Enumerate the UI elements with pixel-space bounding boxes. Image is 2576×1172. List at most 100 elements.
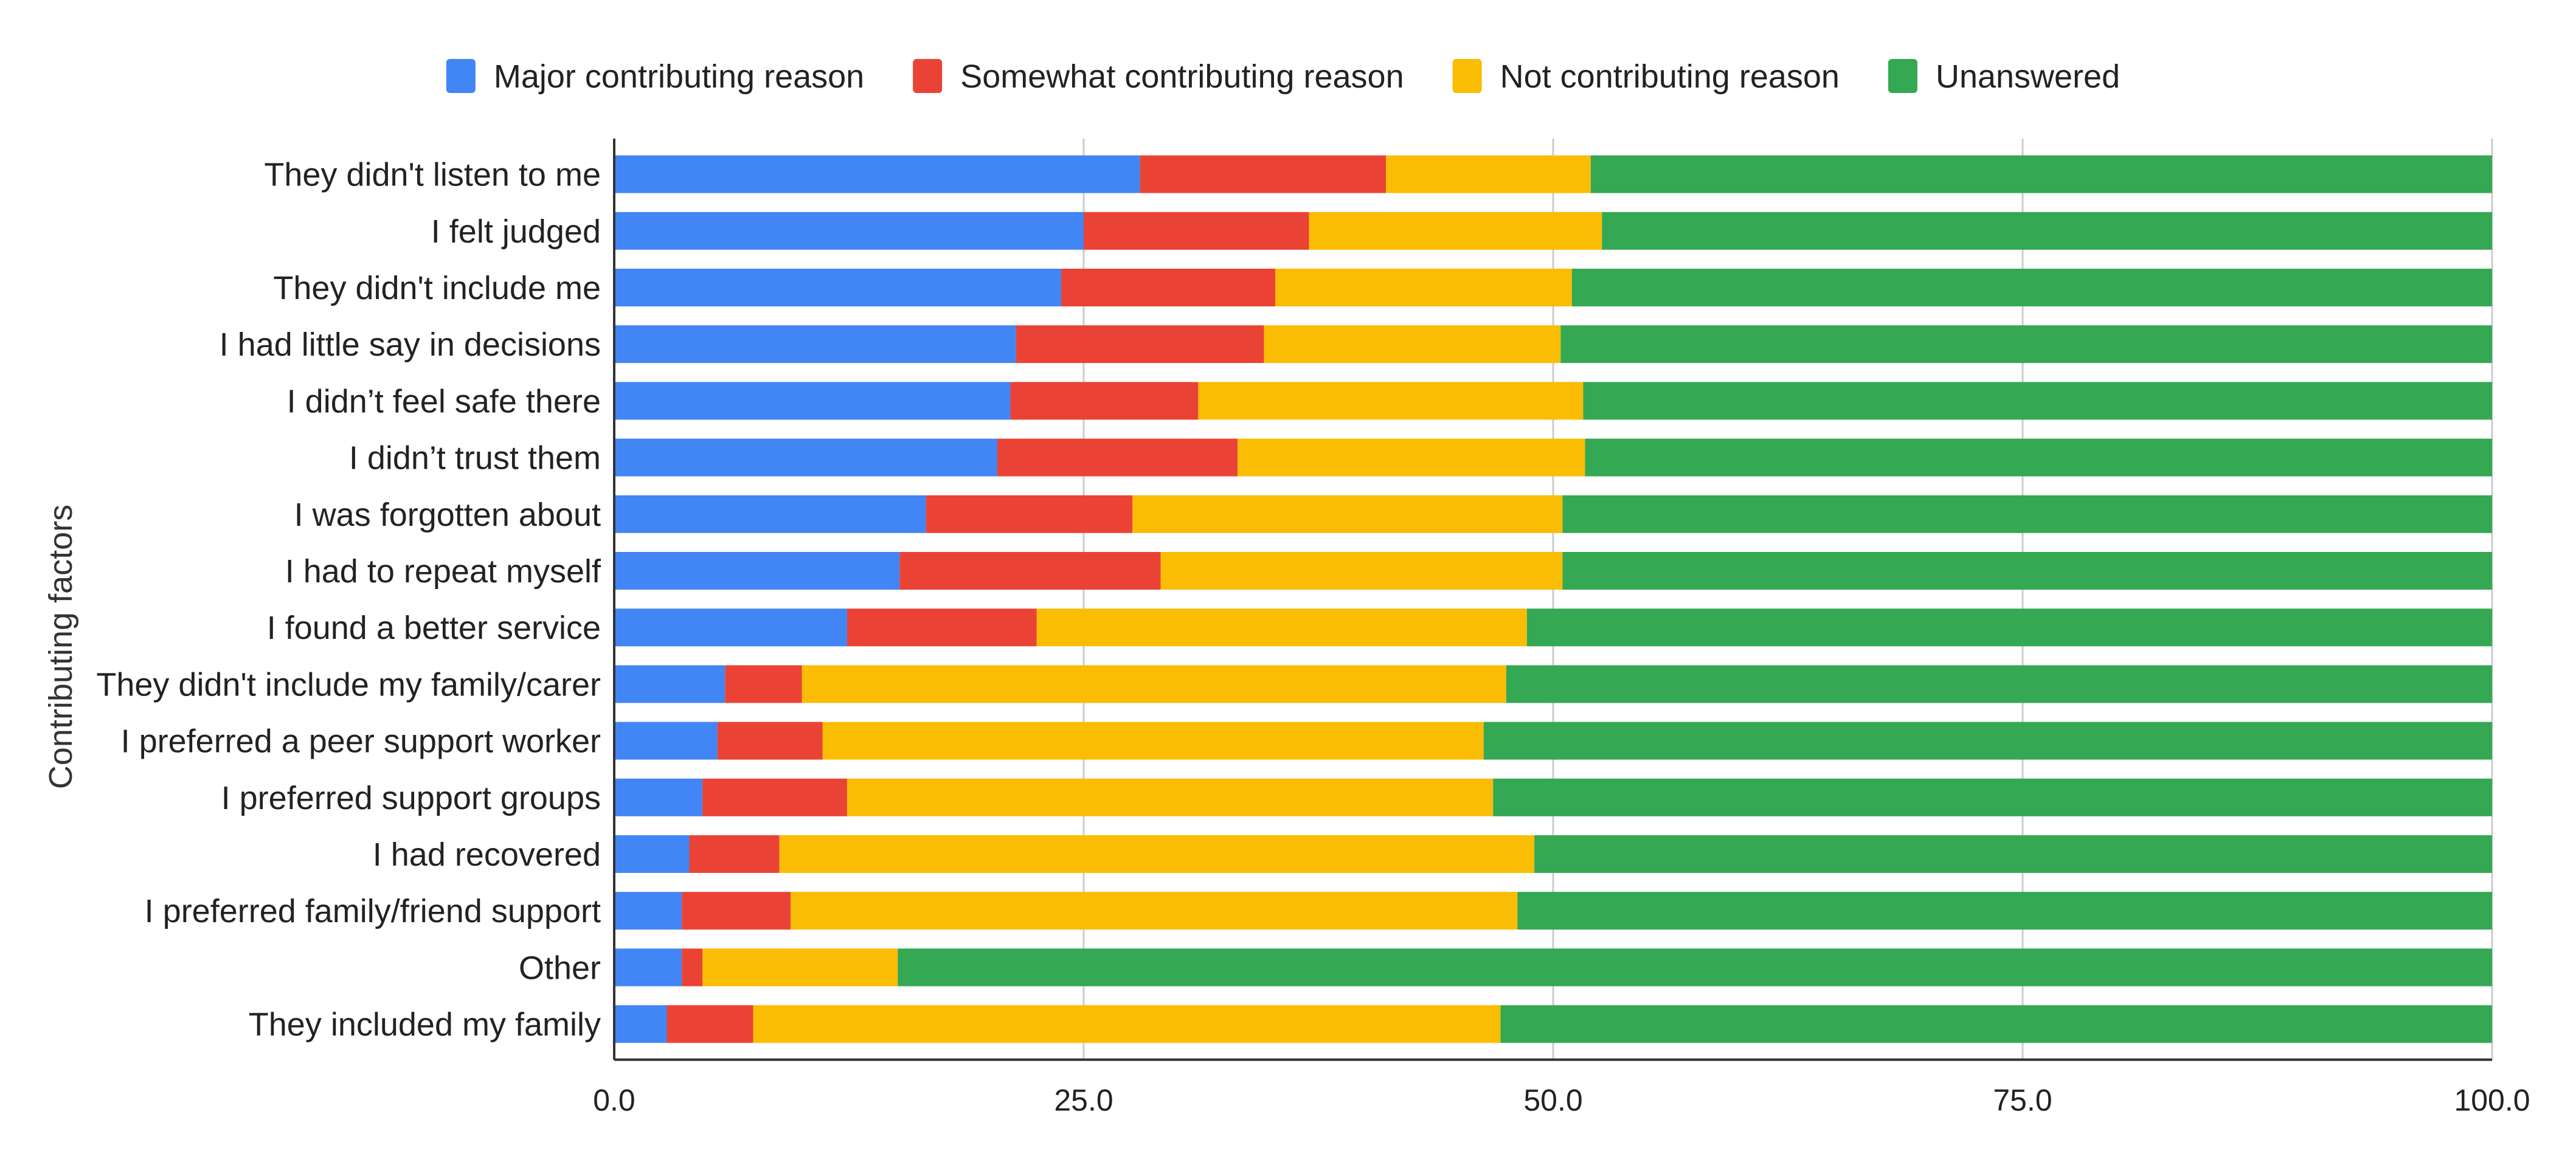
bar-segment [702, 948, 898, 987]
bar-segment [682, 892, 791, 930]
bar-segment [1061, 269, 1275, 306]
category-label: Other [519, 950, 601, 986]
bar-segment [614, 382, 1011, 420]
category-label: I found a better service [267, 610, 601, 646]
bar-segment [1198, 382, 1584, 420]
bar-segment [614, 948, 682, 987]
legend: Major contributing reason Somewhat contri… [446, 58, 2120, 95]
bar-segment [847, 778, 1494, 816]
bar-segment [614, 1005, 667, 1043]
bar-segment [1264, 325, 1561, 364]
category-label: I preferred a peer support worker [121, 723, 601, 760]
bar-segment [1571, 269, 2492, 306]
bar-segment [1560, 325, 2492, 364]
axes [613, 139, 2492, 1061]
bar-segment [1506, 665, 2492, 703]
category-label: I felt judged [431, 213, 601, 250]
bar-segment [667, 1005, 753, 1043]
legend-label: Unanswered [1936, 58, 2120, 95]
bar-segment [614, 325, 1016, 364]
category-label: I was forgotten about [294, 497, 601, 533]
bar-segment [1275, 269, 1572, 306]
bar-segment [725, 665, 802, 703]
bar-segment [1386, 155, 1591, 193]
bar-segment [822, 722, 1484, 760]
category-label: I had recovered [373, 836, 601, 873]
bar-segment [899, 552, 1161, 590]
bar-segment [614, 608, 847, 647]
bar-segment [791, 892, 1518, 930]
bar-segment [1517, 892, 2492, 930]
bar-segment [1140, 155, 1387, 193]
legend-swatch [446, 59, 476, 93]
bar-segment [1084, 212, 1309, 250]
tick-labels: 0.0 25.0 50.0 75.0 100.0 [593, 1083, 2530, 1117]
bar-segment [614, 552, 900, 590]
bar-segment [614, 495, 926, 533]
bar-segment [1500, 1005, 2492, 1043]
legend-swatch [1452, 59, 1482, 93]
category-label: They included my family [249, 1007, 601, 1043]
bar-segment [1590, 155, 2492, 193]
x-tick-label: 100.0 [2454, 1083, 2530, 1117]
category-label: I had little say in decisions [220, 326, 601, 363]
legend-swatch [913, 59, 943, 93]
bar-segment [614, 212, 1084, 250]
bar-segment [614, 722, 718, 760]
bar-segment [997, 438, 1238, 477]
bar-segment [1132, 495, 1563, 533]
bar-segment [614, 438, 997, 477]
bar-segment [1309, 212, 1602, 250]
bar-segment [1160, 552, 1563, 590]
bar-segment [1526, 608, 2492, 647]
bar-segment [614, 155, 1140, 193]
legend-label: Somewhat contributing reason [960, 58, 1404, 95]
category-label: They didn't listen to me [264, 157, 601, 193]
bar-segment [689, 835, 780, 873]
bar-segment [717, 722, 823, 760]
bar-segment [614, 665, 725, 703]
category-label: I didn’t feel safe there [287, 383, 601, 419]
category-label: I didn’t trust them [349, 440, 601, 477]
bar-segment [898, 948, 2492, 987]
bar-segment [1583, 382, 2492, 420]
bar-segment [682, 948, 703, 987]
legend-swatch [1888, 59, 1917, 93]
bar-segment [753, 1005, 1501, 1043]
category-label: I had to repeat myself [285, 553, 601, 590]
x-tick-label: 75.0 [1993, 1083, 2052, 1117]
bar-segment [847, 608, 1037, 647]
bar-segment [926, 495, 1133, 533]
bar-segment [1016, 325, 1264, 364]
legend-label: Major contributing reason [494, 58, 864, 95]
x-tick-label: 50.0 [1523, 1083, 1582, 1117]
bar-segment [1493, 778, 2492, 816]
category-label: They didn't include me [273, 270, 601, 306]
bar-segment [1602, 212, 2492, 250]
category-label: I preferred family/friend support [145, 893, 601, 929]
x-tick-label: 25.0 [1054, 1083, 1113, 1117]
bar-segment [779, 835, 1535, 873]
bar-segment [614, 778, 703, 816]
legend-label: Not contributing reason [1500, 58, 1840, 95]
bar-segment [1562, 552, 2492, 590]
bar-segment [802, 665, 1506, 703]
bar-segment [1010, 382, 1199, 420]
category-labels: They didn't listen to me I felt judged The… [96, 157, 601, 1043]
category-label: I preferred support groups [221, 780, 601, 816]
bar-segment [1562, 495, 2492, 533]
bar-segment [1534, 835, 2492, 873]
bar-segment [1483, 722, 2492, 760]
y-axis-title: Contributing factors [43, 505, 79, 789]
bar-segment [1238, 438, 1585, 477]
category-label: They didn't include my family/carer [96, 666, 601, 703]
bars [614, 155, 2492, 1043]
bar-segment [614, 892, 682, 930]
bar-segment [614, 835, 690, 873]
bar-segment [1036, 608, 1527, 647]
x-tick-label: 0.0 [593, 1083, 635, 1117]
bar-segment [614, 269, 1061, 306]
bar-segment [1585, 438, 2492, 477]
bar-segment [702, 778, 847, 816]
